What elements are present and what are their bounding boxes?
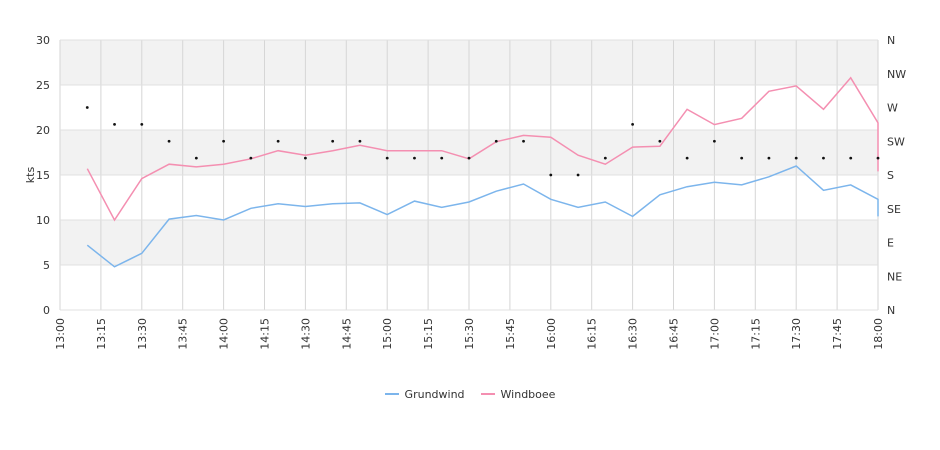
direction-dot xyxy=(249,156,253,160)
direction-dot xyxy=(331,139,335,143)
y-tick-label: 25 xyxy=(36,79,50,92)
y2-tick-label: S xyxy=(887,169,894,182)
direction-dot xyxy=(440,156,444,160)
direction-dot xyxy=(631,122,634,126)
direction-dot xyxy=(603,156,607,160)
y2-tick-label: W xyxy=(887,102,898,115)
y-tick-label: 5 xyxy=(43,259,50,272)
direction-dot xyxy=(467,156,471,160)
direction-dot xyxy=(576,173,580,177)
direction-dot xyxy=(494,139,498,143)
x-tick-label: 16:00 xyxy=(545,318,558,350)
legend-swatch xyxy=(384,393,399,395)
direction-dot xyxy=(740,156,744,160)
y2-tick-label: SE xyxy=(887,203,901,216)
direction-dot xyxy=(358,139,362,143)
direction-dot xyxy=(522,139,525,143)
direction-dot xyxy=(222,139,226,143)
x-tick-label: 16:45 xyxy=(668,318,681,350)
direction-dot xyxy=(304,156,307,160)
direction-dot xyxy=(876,156,880,160)
y2-tick-label: SW xyxy=(887,135,905,148)
x-tick-label: 17:00 xyxy=(708,318,721,350)
y-tick-label: 15 xyxy=(36,169,50,182)
direction-dot xyxy=(276,139,280,143)
legend: Grundwind Windboee xyxy=(0,385,940,401)
y2-tick-label: N xyxy=(887,304,895,317)
direction-dot xyxy=(194,156,198,160)
direction-dot xyxy=(685,156,689,160)
y2-tick-label: E xyxy=(887,237,894,250)
x-tick-label: 15:45 xyxy=(504,318,517,350)
direction-dot xyxy=(167,139,171,143)
x-tick-label: 13:30 xyxy=(136,318,149,350)
legend-item-grundwind[interactable]: Grundwind xyxy=(384,387,465,401)
direction-dot xyxy=(822,156,825,160)
x-tick-label: 13:00 xyxy=(54,318,67,350)
direction-dot xyxy=(413,156,416,160)
x-tick-label: 16:30 xyxy=(627,318,640,350)
legend-swatch xyxy=(480,393,495,395)
direction-dot xyxy=(658,139,662,143)
y-axis-ticks: 0 5 10 15 20 25 30 xyxy=(36,34,50,317)
x-tick-label: 14:00 xyxy=(218,318,231,350)
x-tick-label: 13:15 xyxy=(95,318,108,350)
x-tick-label: 15:30 xyxy=(463,318,476,350)
y2-axis-ticks: N NE E SE S SW W NW N xyxy=(887,34,906,317)
x-tick-label: 14:45 xyxy=(340,318,353,350)
x-axis-ticks: 13:00 13:15 13:30 13:45 14:00 14:15 14:30 14:45… xyxy=(54,318,885,350)
direction-dot xyxy=(85,106,89,109)
legend-label: Grundwind xyxy=(404,387,465,401)
direction-dot xyxy=(849,156,853,160)
legend-label: Windboee xyxy=(500,387,556,401)
direction-dot xyxy=(385,156,389,160)
y2-tick-label: N xyxy=(887,34,895,47)
y2-tick-label: NW xyxy=(887,68,906,81)
x-tick-label: 18:00 xyxy=(872,318,885,350)
y-axis-label: kts xyxy=(24,167,37,184)
direction-dot xyxy=(767,156,771,160)
direction-dot xyxy=(713,139,716,143)
y-tick-label: 0 xyxy=(43,304,50,317)
x-tick-label: 15:15 xyxy=(422,318,435,350)
y-tick-label: 20 xyxy=(36,124,50,137)
y-tick-label: 30 xyxy=(36,34,50,47)
legend-item-windboee[interactable]: Windboee xyxy=(480,387,556,401)
direction-dot xyxy=(113,122,116,126)
x-tick-label: 17:30 xyxy=(790,318,803,350)
x-tick-label: 15:00 xyxy=(381,318,394,350)
direction-dot xyxy=(549,173,553,177)
x-tick-label: 13:45 xyxy=(177,318,190,350)
direction-dot xyxy=(794,156,798,160)
horizontal-gridlines xyxy=(60,39,878,311)
x-tick-label: 17:45 xyxy=(831,318,844,350)
x-tick-label: 16:15 xyxy=(586,318,599,350)
x-tick-label: 14:15 xyxy=(259,318,272,350)
direction-dot xyxy=(140,122,144,126)
x-tick-label: 14:30 xyxy=(299,318,312,350)
y2-tick-label: NE xyxy=(887,270,902,283)
direction-dots xyxy=(85,106,880,177)
x-tick-label: 17:15 xyxy=(749,318,762,350)
series-line-grundwind xyxy=(86,165,879,268)
y-tick-label: 10 xyxy=(36,214,50,227)
